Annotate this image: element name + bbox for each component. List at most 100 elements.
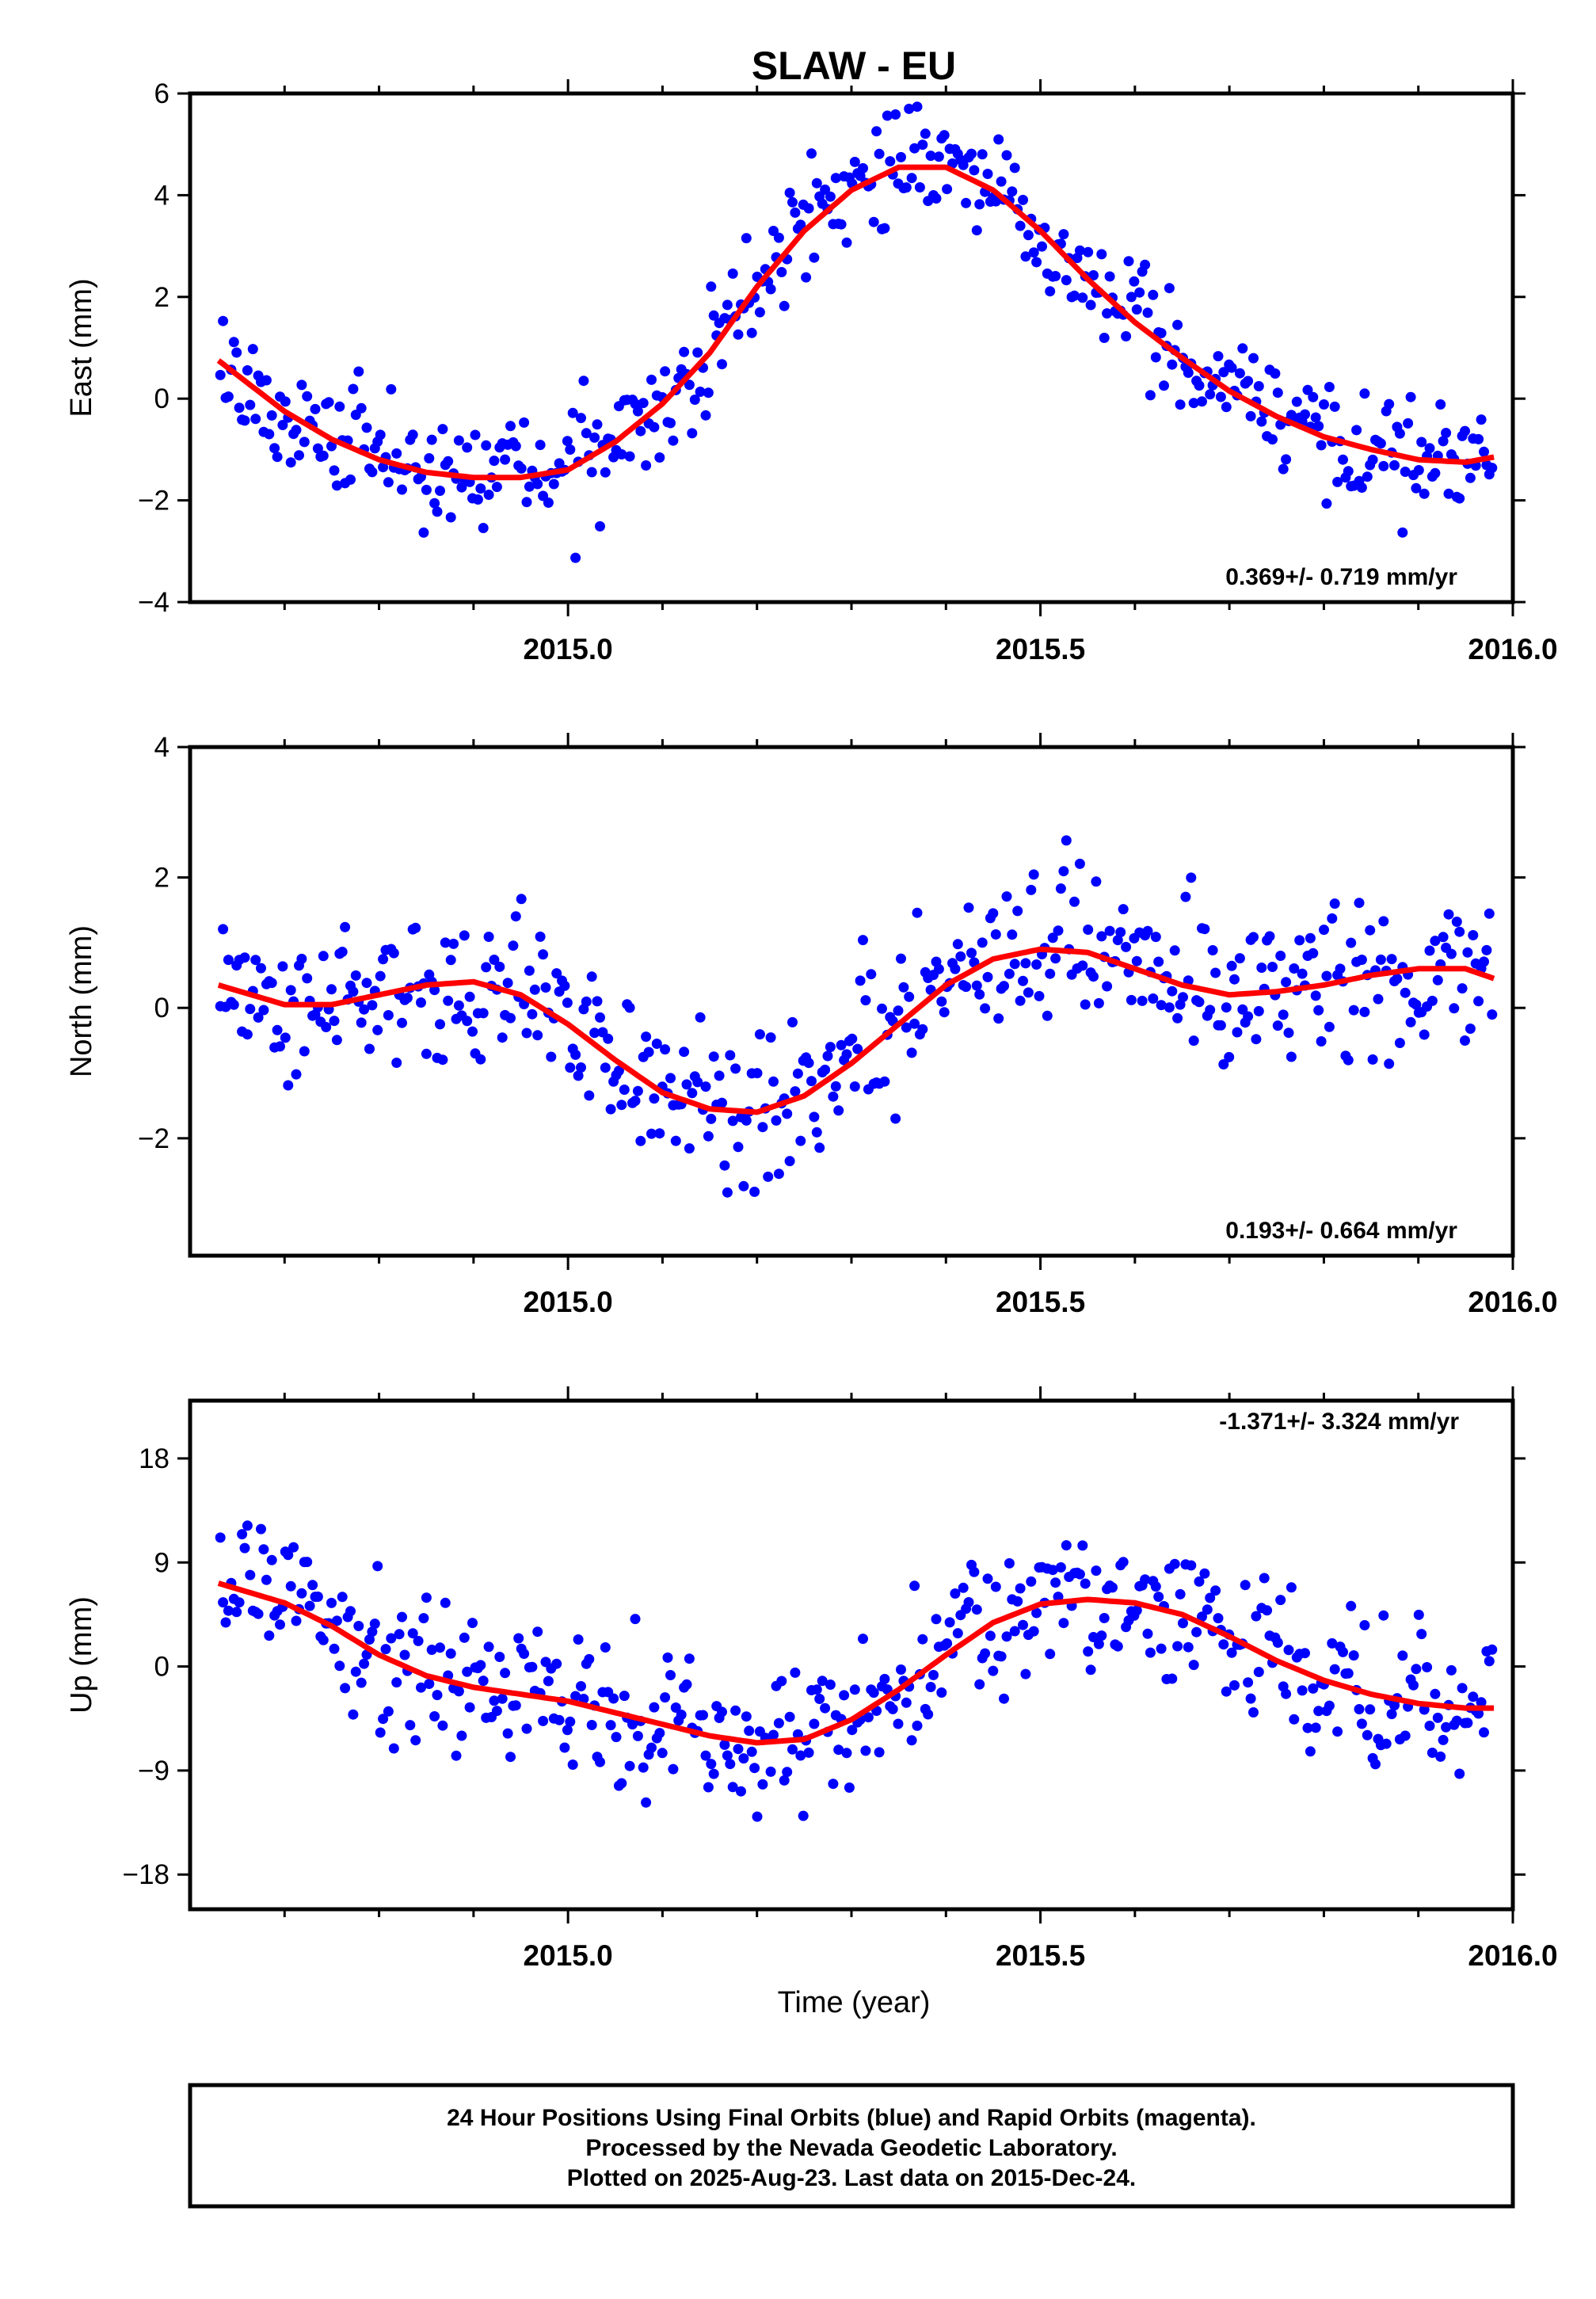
north-point xyxy=(459,930,470,941)
north-point xyxy=(890,1113,901,1124)
north-point xyxy=(1419,1029,1430,1040)
north-point xyxy=(242,1029,253,1040)
up-point xyxy=(809,1718,820,1729)
east-point xyxy=(367,467,378,478)
up-point xyxy=(668,1763,679,1775)
north-point xyxy=(524,965,535,976)
north-point xyxy=(1479,956,1489,967)
up-point xyxy=(733,1744,744,1755)
up-point xyxy=(600,1642,611,1653)
north-point xyxy=(1432,974,1443,986)
north-point xyxy=(223,955,234,966)
north-point xyxy=(302,973,313,984)
north-fit-line xyxy=(217,946,1495,1115)
north-point xyxy=(616,1100,627,1111)
east-point xyxy=(933,151,944,162)
east-rate-label: 0.369+/- 0.719 mm/yr xyxy=(1225,564,1457,590)
up-point xyxy=(657,1748,668,1759)
east-point xyxy=(1069,290,1080,301)
east-point xyxy=(993,134,1004,145)
up-point xyxy=(790,1667,801,1678)
up-point xyxy=(1332,1726,1343,1737)
north-panel: 2015.0 2015.5 2016.0 −2 0 2 4 North (mm) 0.193+/… xyxy=(65,732,1558,1318)
up-point xyxy=(665,1670,676,1680)
north-point xyxy=(1058,866,1069,877)
north-point xyxy=(1313,1005,1324,1016)
up-point xyxy=(1202,1604,1213,1615)
east-point xyxy=(912,101,923,112)
y-tick-label: 0 xyxy=(154,1652,170,1683)
up-point xyxy=(646,1742,657,1753)
up-point xyxy=(500,1668,511,1679)
east-point xyxy=(391,448,402,459)
north-point xyxy=(1451,917,1462,927)
east-point xyxy=(1267,434,1278,445)
up-point xyxy=(698,1710,708,1721)
north-point xyxy=(1205,1005,1216,1016)
east-point xyxy=(1007,186,1018,197)
east-point xyxy=(1215,391,1226,402)
up-point xyxy=(722,1750,733,1761)
east-point xyxy=(727,268,738,279)
east-point xyxy=(519,417,530,428)
north-point xyxy=(1188,1035,1199,1047)
up-point xyxy=(825,1679,836,1690)
north-point xyxy=(283,1080,294,1091)
y-tick-label: −18 xyxy=(123,1859,170,1890)
up-point xyxy=(1275,1595,1286,1606)
up-point xyxy=(1441,1721,1452,1733)
x-tick-label: 2016.0 xyxy=(1468,1286,1557,1318)
east-point xyxy=(475,483,486,494)
up-point xyxy=(784,1711,795,1722)
north-point xyxy=(974,989,985,1000)
up-point xyxy=(1167,1673,1178,1684)
east-point xyxy=(1454,493,1465,504)
up-point xyxy=(1416,1629,1427,1640)
north-point xyxy=(1449,1003,1460,1014)
up-point xyxy=(730,1705,741,1716)
east-point xyxy=(1400,467,1411,477)
up-point xyxy=(649,1702,660,1713)
east-point xyxy=(977,149,988,160)
up-point xyxy=(562,1725,573,1736)
north-point xyxy=(1104,925,1115,936)
north-point xyxy=(478,1008,489,1019)
north-point xyxy=(253,1012,264,1023)
up-point xyxy=(1302,1722,1313,1733)
north-point xyxy=(1172,1012,1183,1024)
north-point xyxy=(654,1128,665,1139)
north-point xyxy=(359,1004,370,1015)
north-point xyxy=(741,1115,752,1126)
north-point xyxy=(828,1091,839,1102)
y-tick-label: −2 xyxy=(138,1123,170,1154)
up-point xyxy=(803,1747,814,1758)
north-point xyxy=(613,1066,624,1077)
up-point xyxy=(407,1628,418,1639)
north-point xyxy=(535,931,546,942)
up-point xyxy=(1243,1677,1254,1688)
up-point xyxy=(1457,1683,1468,1694)
east-point xyxy=(1009,162,1020,173)
east-point xyxy=(294,450,304,461)
up-point xyxy=(1324,1700,1335,1711)
north-point xyxy=(820,1064,831,1075)
east-point xyxy=(1394,428,1405,439)
east-point xyxy=(1205,389,1216,400)
east-point xyxy=(641,460,652,471)
up-point xyxy=(952,1628,963,1639)
north-point xyxy=(1438,932,1449,943)
up-point xyxy=(340,1683,351,1694)
east-point xyxy=(595,520,605,532)
north-point xyxy=(782,1108,793,1119)
up-point xyxy=(703,1782,714,1793)
north-point xyxy=(1018,975,1028,986)
east-point xyxy=(1411,482,1422,494)
north-point xyxy=(429,985,440,996)
up-point xyxy=(765,1766,776,1777)
east-point xyxy=(982,169,993,179)
north-point xyxy=(687,1088,698,1099)
north-point xyxy=(1327,913,1338,924)
north-point xyxy=(1308,947,1319,959)
north-point xyxy=(1148,993,1159,1004)
up-panel: 2015.0 2015.5 2016.0 −18 −9 0 9 18 Up (mm) -1.371… xyxy=(65,1386,1558,1972)
